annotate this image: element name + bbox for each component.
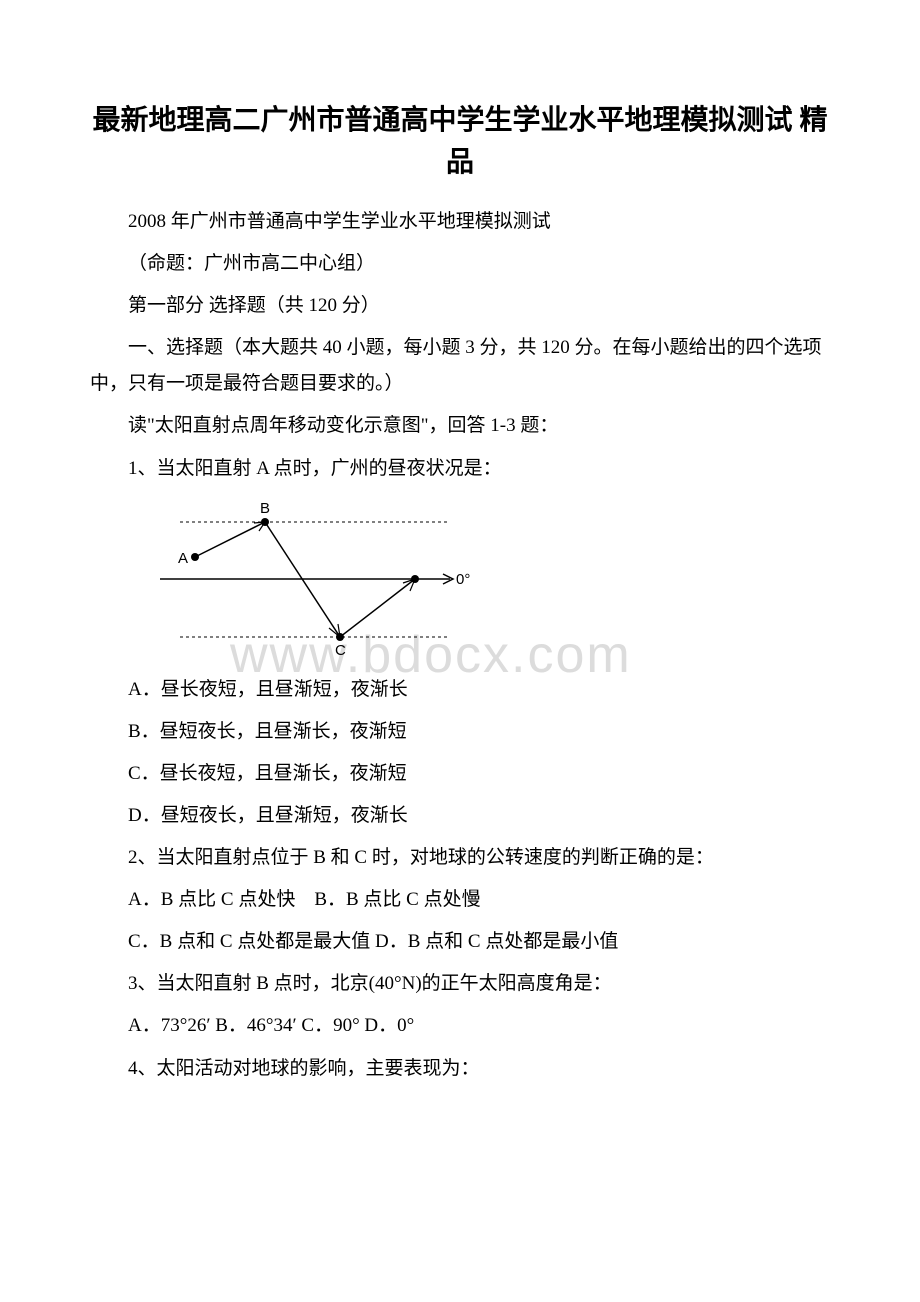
question-3-stem: 3、当太阳直射 B 点时，北京(40°N)的正午太阳高度角是： (90, 966, 830, 1002)
sun-diagram: A B C 0° (150, 497, 830, 662)
q1-option-b: B．昼短夜长，且昼渐长，夜渐短 (90, 714, 830, 750)
label-c: C (335, 642, 346, 657)
context-q1-3: 读"太阳直射点周年移动变化示意图"，回答 1-3 题： (90, 408, 830, 444)
q2-option-ab: A．B 点比 C 点处快 B．B 点比 C 点处慢 (90, 882, 830, 918)
point-a (191, 553, 199, 561)
q1-option-a: A．昼长夜短，且昼渐短，夜渐长 (90, 672, 830, 708)
q2-option-cd: C．B 点和 C 点处都是最大值 D．B 点和 C 点处都是最小值 (90, 924, 830, 960)
section-header: 第一部分 选择题（共 120 分） (90, 288, 830, 324)
question-4-stem: 4、太阳活动对地球的影响，主要表现为： (90, 1051, 830, 1087)
label-b: B (260, 500, 270, 517)
point-c (336, 633, 344, 641)
author-line: （命题：广州市高二中心组） (90, 246, 830, 282)
q1-option-d: D．昼短夜长，且昼渐短，夜渐长 (90, 798, 830, 834)
path-a-b (195, 522, 265, 557)
q3-options: A．73°26′ B．46°34′ C．90° D．0° (90, 1008, 830, 1044)
q1-option-c: C．昼长夜短，且昼渐长，夜渐短 (90, 756, 830, 792)
sun-diagram-svg: A B C 0° (150, 497, 470, 657)
question-2-stem: 2、当太阳直射点位于 B 和 C 时，对地球的公转速度的判断正确的是： (90, 840, 830, 876)
document-title: 最新地理高二广州市普通高中学生学业水平地理模拟测试 精品 (90, 100, 830, 184)
label-equator: 0° (456, 571, 470, 588)
subtitle: 2008 年广州市普通高中学生学业水平地理模拟测试 (90, 204, 830, 240)
label-a: A (178, 550, 188, 567)
point-d (411, 575, 419, 583)
path-c-d (340, 579, 415, 637)
point-b (261, 518, 269, 526)
question-1-stem: 1、当太阳直射 A 点时，广州的昼夜状况是： (90, 451, 830, 487)
document-content: 最新地理高二广州市普通高中学生学业水平地理模拟测试 精品 2008 年广州市普通… (90, 100, 830, 1087)
instructions: 一、选择题（本大题共 40 小题，每小题 3 分，共 120 分。在每小题给出的… (90, 330, 830, 402)
